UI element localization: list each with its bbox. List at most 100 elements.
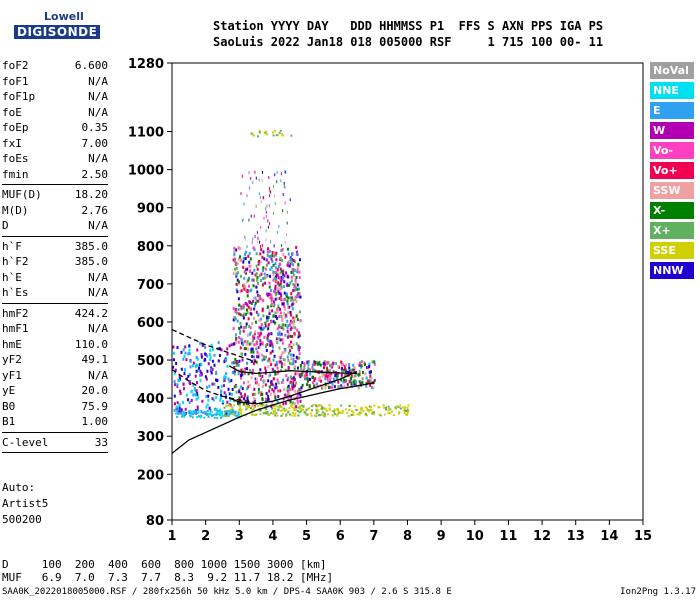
echo-point xyxy=(279,307,282,311)
echo-point xyxy=(369,372,372,376)
echo-point xyxy=(295,299,298,303)
echo-point xyxy=(258,192,260,196)
echo-point xyxy=(271,309,274,313)
echo-point xyxy=(379,414,382,417)
echo-point xyxy=(200,414,203,417)
echo-point xyxy=(274,321,277,325)
echo-point xyxy=(200,362,203,366)
echo-point xyxy=(173,371,176,375)
echo-point xyxy=(247,305,250,309)
station-header: Station YYYY DAY DDD HHMMSS P1 FFS S AXN… xyxy=(213,18,603,50)
echo-point xyxy=(255,176,257,180)
echo-point xyxy=(268,385,271,389)
echo-point xyxy=(241,219,243,223)
echo-point xyxy=(220,389,223,393)
echo-point xyxy=(272,134,275,137)
echo-point xyxy=(266,292,269,296)
echo-point xyxy=(352,411,355,414)
echo-point xyxy=(274,396,277,400)
echo-point xyxy=(231,407,234,410)
param-name: hmE xyxy=(2,337,22,351)
echo-point xyxy=(341,411,344,414)
echo-point xyxy=(339,411,342,414)
echo-point xyxy=(236,319,239,323)
echo-point xyxy=(273,392,276,396)
echo-point xyxy=(239,259,242,263)
echo-point xyxy=(281,408,284,411)
echo-point xyxy=(253,355,256,359)
echo-point xyxy=(255,272,258,276)
echo-point xyxy=(207,398,210,402)
echo-point xyxy=(275,270,278,274)
echo-point xyxy=(265,397,268,401)
echo-point xyxy=(250,312,253,316)
echo-point xyxy=(240,385,243,389)
echo-point xyxy=(281,378,284,382)
param-name: foF1 xyxy=(2,74,29,88)
echo-point xyxy=(251,241,253,245)
echo-point xyxy=(280,269,283,273)
echo-point xyxy=(310,414,313,417)
echo-point xyxy=(226,413,229,416)
echo-point xyxy=(188,348,191,352)
echo-point xyxy=(262,327,265,331)
param-row: foF2 6.600 xyxy=(2,58,108,74)
echo-point xyxy=(290,395,293,399)
echo-point xyxy=(223,413,226,416)
echo-point xyxy=(357,385,360,389)
echo-point xyxy=(254,273,257,277)
echo-point xyxy=(312,381,315,385)
echo-point xyxy=(236,311,239,315)
echo-point xyxy=(266,250,269,254)
echo-point xyxy=(257,383,260,387)
echo-point xyxy=(353,367,356,371)
echo-point xyxy=(240,325,243,329)
echo-point xyxy=(330,385,333,389)
echo-point xyxy=(352,383,355,387)
echo-point xyxy=(287,376,290,380)
param-row: h`E N/A xyxy=(2,270,108,286)
echo-point xyxy=(276,310,279,314)
echo-point xyxy=(173,394,176,398)
echo-point xyxy=(197,415,200,418)
echo-point xyxy=(242,316,245,320)
echo-point xyxy=(323,412,326,415)
echo-point xyxy=(256,240,258,244)
echo-point xyxy=(333,410,336,413)
echo-point xyxy=(398,412,401,415)
legend-item-vo: Vo+ xyxy=(650,162,694,179)
y-tick-label: 400 xyxy=(137,392,164,407)
echo-point xyxy=(287,358,290,362)
echo-point xyxy=(297,335,300,339)
echo-point xyxy=(236,415,239,418)
param-name: yE xyxy=(2,384,16,397)
echo-point xyxy=(253,303,256,307)
echo-point xyxy=(317,414,320,417)
echo-point xyxy=(226,414,229,417)
y-tick-label: 600 xyxy=(137,316,164,331)
echo-point xyxy=(241,358,244,362)
param-row: D N/A xyxy=(2,218,108,234)
echo-point xyxy=(276,273,279,277)
echo-point xyxy=(276,134,279,137)
echo-point xyxy=(240,352,243,356)
echo-point xyxy=(189,412,192,415)
echo-point xyxy=(258,131,261,134)
echo-point xyxy=(215,370,218,374)
echo-point xyxy=(234,307,237,311)
echo-point xyxy=(239,374,242,378)
echo-point xyxy=(189,359,192,363)
echo-point xyxy=(218,346,221,350)
echo-point xyxy=(259,339,262,343)
echo-point xyxy=(307,360,310,364)
param-value: N/A xyxy=(88,322,108,335)
echo-point xyxy=(257,236,259,240)
echo-point xyxy=(271,367,274,371)
echo-point xyxy=(333,385,336,389)
echo-point xyxy=(176,410,179,413)
version-label: Ion2Png 1.3.17 xyxy=(620,587,696,597)
echo-point xyxy=(259,345,262,349)
echo-point xyxy=(312,375,315,379)
echo-point xyxy=(302,408,305,411)
echo-point xyxy=(195,397,198,401)
